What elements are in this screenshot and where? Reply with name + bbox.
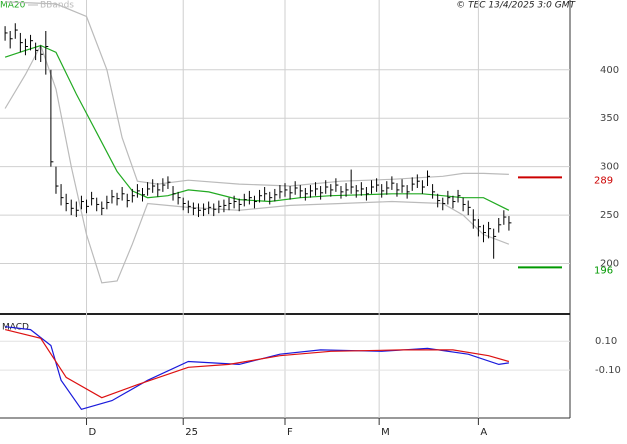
y-tick-label: 300: [600, 162, 619, 173]
y-tick-label: 400: [600, 65, 619, 76]
y-tick-label: 350: [600, 113, 619, 124]
level-label: 289: [594, 175, 613, 186]
macd-line: [5, 326, 509, 410]
y-tick-label: 0.10: [595, 336, 617, 347]
macd-line: [4, 329, 510, 399]
legend-entry: BBands: [40, 1, 74, 11]
source: © TEC 13/4/2025 3:0 GMT: [456, 1, 576, 11]
x-tick-label: 25: [185, 427, 198, 438]
x-tick-label: F: [287, 427, 293, 438]
legend-entry: MA20: [0, 1, 26, 11]
x-tick-label: A: [480, 427, 487, 438]
y-tick-label: -0.10: [595, 365, 621, 376]
ma-line: [4, 44, 510, 211]
y-tick-label: 200: [600, 259, 619, 270]
x-tick-label: D: [89, 427, 97, 438]
y-tick-label: 250: [600, 210, 619, 221]
x-tick-label: M: [381, 427, 390, 438]
band-line: [5, 1, 509, 187]
level-label: 196: [594, 265, 613, 276]
